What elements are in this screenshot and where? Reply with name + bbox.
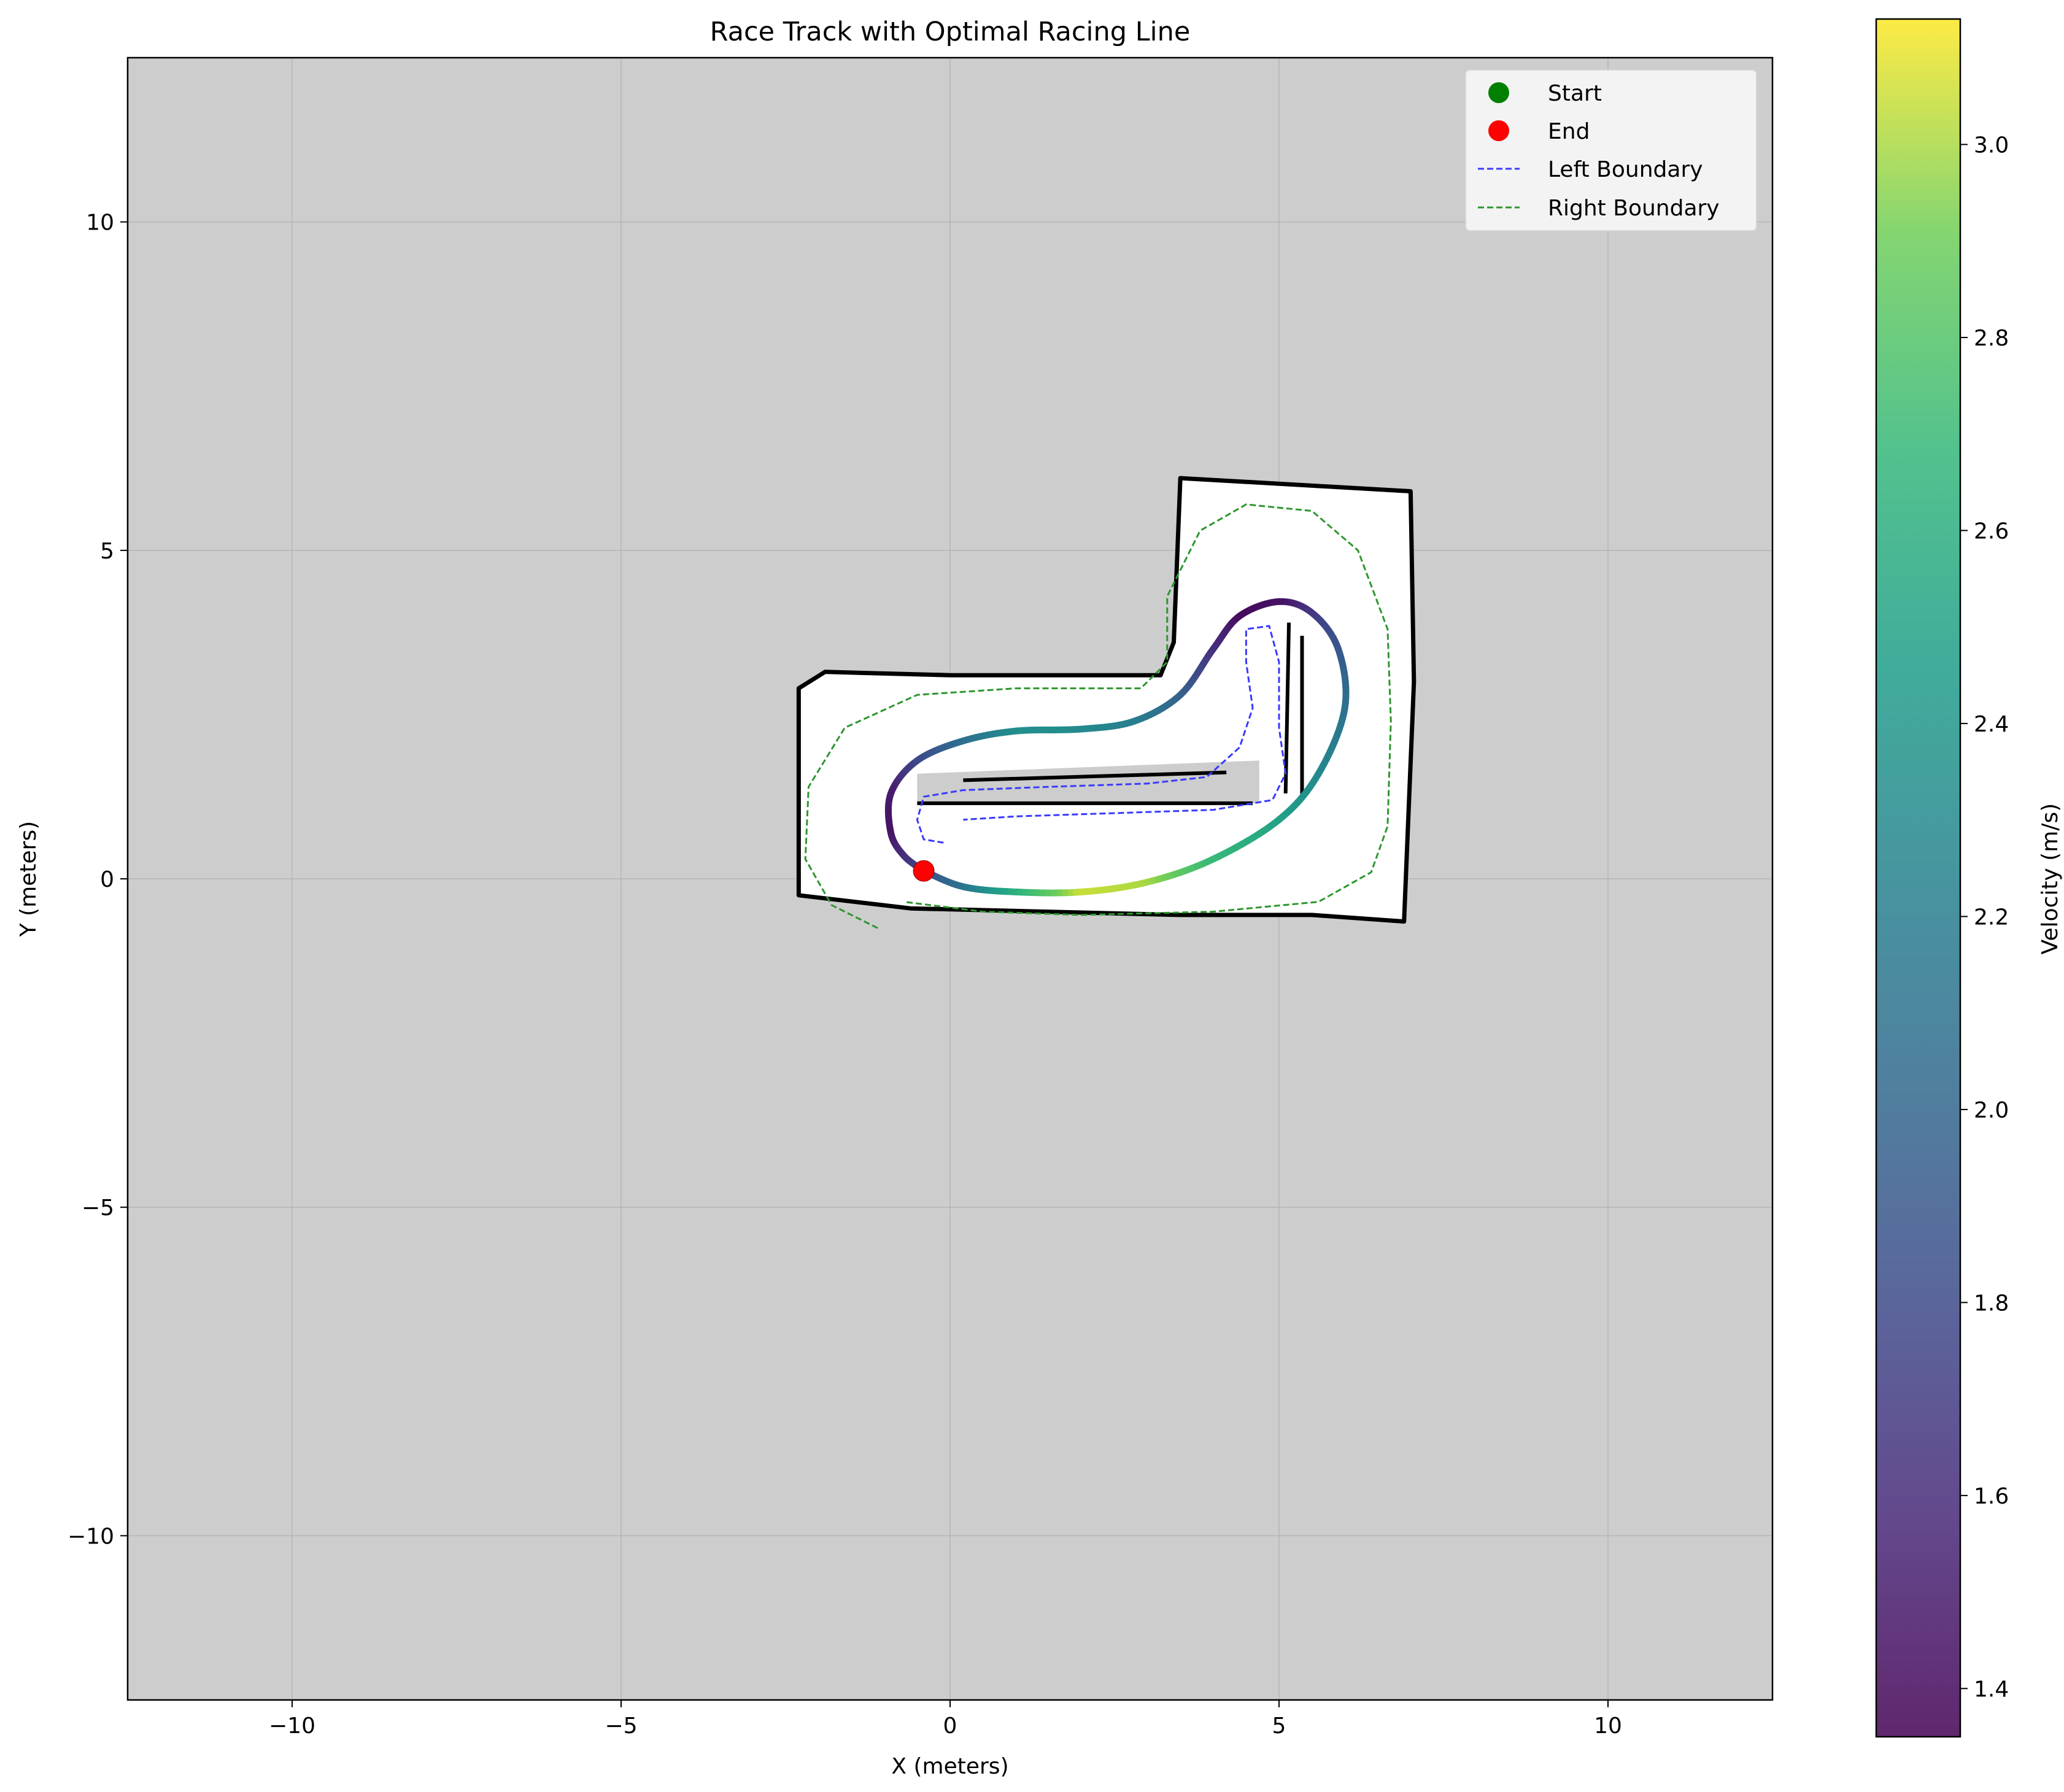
y-tick-label-1: −5: [82, 1195, 114, 1221]
x-tick-label-4: 10: [1594, 1713, 1622, 1739]
x-tick-label-1: −5: [605, 1713, 637, 1739]
colorbar-tick-label-1: 1.6: [1974, 1484, 2009, 1509]
colorbar-tick-label-3: 2.0: [1974, 1098, 2009, 1123]
y-tick-label-2: 0: [100, 867, 114, 892]
track-map: [796, 476, 1417, 924]
colorbar-tick-label-6: 2.6: [1974, 519, 2009, 544]
y-tick-label-0: −10: [68, 1524, 114, 1549]
left-boundary-line: [916, 625, 1287, 844]
colorbar: 1.4 1.6 1.8 2.0 2.2 2.4 2.6 2.8 3.0 Velocity (m/…: [1875, 18, 2063, 1738]
y-tick-label-4: 10: [86, 210, 114, 236]
legend-label-end: End: [1548, 119, 1590, 144]
legend-start-marker: [1488, 82, 1509, 103]
colorbar-tick-label-2: 1.8: [1974, 1291, 2009, 1316]
end-marker: [913, 860, 935, 882]
boundaries: [804, 503, 1392, 929]
inner-wall-1: [963, 770, 1227, 782]
legend: Start End Left Boundary Right Boundary: [1465, 69, 1757, 231]
colorbar-tick-label-4: 2.2: [1974, 905, 2009, 930]
legend-end-marker: [1488, 120, 1509, 141]
colorbar-tick-label-7: 2.8: [1974, 326, 2009, 351]
legend-label-left-boundary: Left Boundary: [1548, 157, 1703, 182]
colorbar-label: Velocity (m/s): [2038, 803, 2063, 955]
x-tick-label-0: −10: [269, 1713, 315, 1739]
legend-label-start: Start: [1548, 81, 1602, 106]
inner-wall-2: [1283, 622, 1291, 794]
colorbar-ticks: 1.4 1.6 1.8 2.0 2.2 2.4 2.6 2.8 3.0: [1960, 133, 2009, 1702]
y-tick-label-3: 5: [100, 539, 114, 564]
colorbar-tick-label-5: 2.4: [1974, 712, 2009, 737]
right-boundary-line: [804, 503, 1392, 929]
colorbar-tick-label-8: 3.0: [1974, 133, 2009, 158]
inner-obstacle: [917, 760, 1259, 803]
markers: [913, 860, 935, 882]
x-axis-label: X (meters): [891, 1754, 1008, 1779]
legend-label-right-boundary: Right Boundary: [1548, 196, 1720, 221]
y-axis-label: Y (meters): [16, 821, 41, 938]
chart-title: Race Track with Optimal Racing Line: [710, 17, 1191, 47]
track-free-space: [796, 476, 1417, 924]
legend-box: [1465, 69, 1757, 231]
x-tick-label-3: 5: [1272, 1713, 1286, 1739]
colorbar-bar: [1875, 18, 1962, 1738]
axis-ticks: −10 −5 0 5 10 −10 −5 0 5 10: [68, 210, 1622, 1739]
colorbar-tick-label-0: 1.4: [1974, 1677, 2009, 1702]
x-tick-label-2: 0: [943, 1713, 957, 1739]
